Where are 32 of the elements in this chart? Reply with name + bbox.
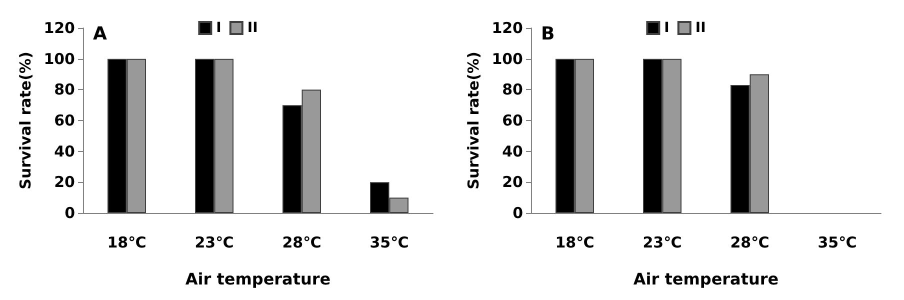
x-tick-label: 35℃ (818, 234, 857, 252)
y-tick-label: 60 (54, 112, 75, 130)
x-tick-label: 28℃ (730, 234, 770, 252)
y-axis-title: Survival rate(%) (16, 52, 34, 190)
x-tick-label: 23℃ (194, 234, 234, 252)
y-tick-label: 40 (502, 142, 523, 160)
chart-title: A (93, 24, 107, 44)
x-axis-title: Air temperature (633, 270, 779, 288)
y-tick-label: 60 (502, 112, 523, 130)
y-tick-label: 0 (64, 204, 75, 222)
x-tick-label: 35℃ (370, 234, 409, 252)
y-tick-label: 80 (54, 80, 75, 99)
x-tick-label: 18℃ (107, 234, 146, 252)
y-tick-label: 0 (512, 204, 523, 222)
y-tick-label: 20 (54, 173, 75, 192)
y-tick-label: 120 (44, 19, 75, 37)
x-axis-title: Air temperature (185, 270, 331, 288)
y-tick-label: 80 (502, 80, 523, 99)
legend-label: I (216, 20, 222, 36)
y-tick-label: 100 (44, 50, 75, 68)
y-tick-label: 40 (54, 142, 75, 160)
y-axis-title: Survival rate(%) (464, 52, 482, 190)
y-tick-label: 20 (502, 173, 523, 192)
chart-title: B (541, 24, 555, 44)
y-tick-label: 100 (492, 50, 523, 68)
legend-label: II (695, 20, 706, 36)
legend-label: I (664, 20, 670, 36)
y-tick-label: 120 (492, 19, 523, 37)
x-tick-label: 23℃ (642, 234, 682, 252)
x-tick-label: 18℃ (555, 234, 594, 252)
x-tick-label: 28℃ (282, 234, 322, 252)
legend-label: II (247, 20, 258, 36)
